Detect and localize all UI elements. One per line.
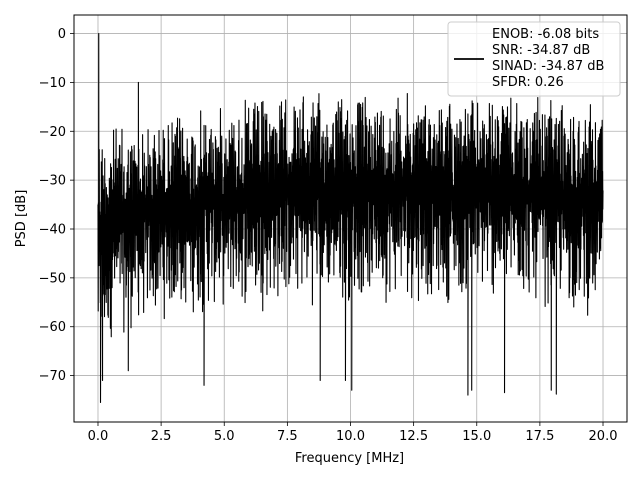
legend-line-sinad: SINAD: -34.87 dB [492, 59, 604, 74]
legend-line-enob: ENOB: -6.08 bits [492, 27, 599, 42]
y-tick-label: 0 [58, 27, 66, 42]
x-tick-label: 12.5 [399, 429, 428, 444]
x-tick-label: 20.0 [589, 429, 618, 444]
y-tick-label: −30 [39, 174, 66, 189]
x-ticks: 0.0 2.5 5.0 7.5 10.0 12.5 15.0 17.5 20.0 [88, 422, 618, 444]
psd-series-line [97, 33, 604, 404]
x-tick-label: 7.5 [277, 429, 298, 444]
x-tick-label: 17.5 [525, 429, 554, 444]
x-tick-label: 10.0 [336, 429, 365, 444]
plot-data [97, 33, 604, 404]
x-tick-label: 15.0 [462, 429, 491, 444]
x-axis-label: Frequency [MHz] [295, 451, 404, 466]
y-axis-label: PSD [dB] [14, 190, 29, 248]
legend-line-sfdr: SFDR: 0.26 [492, 75, 564, 90]
y-tick-label: −70 [39, 369, 66, 384]
y-tick-label: −10 [39, 76, 66, 91]
y-ticks: 0 −10 −20 −30 −40 −50 −60 −70 [39, 27, 74, 384]
y-tick-label: −50 [39, 271, 66, 286]
y-tick-label: −60 [39, 320, 66, 335]
y-tick-label: −20 [39, 125, 66, 140]
legend-box [447, 21, 621, 97]
y-tick-label: −40 [39, 223, 66, 238]
x-tick-label: 5.0 [214, 429, 235, 444]
legend: ENOB: -6.08 bits SNR: -34.87 dB SINAD: -… [447, 21, 621, 97]
x-tick-label: 0.0 [88, 429, 109, 444]
legend-line-snr: SNR: -34.87 dB [492, 43, 590, 58]
x-tick-label: 2.5 [151, 429, 172, 444]
